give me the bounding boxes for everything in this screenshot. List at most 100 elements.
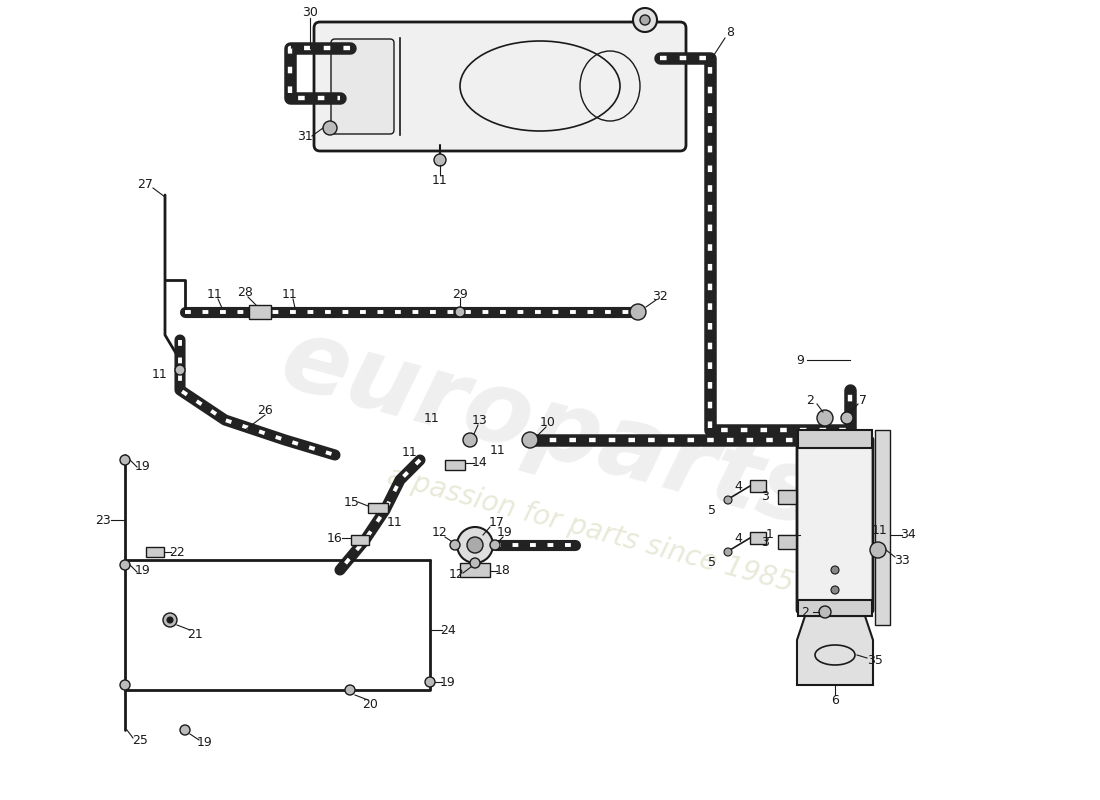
- Circle shape: [434, 154, 446, 166]
- Text: 11: 11: [282, 287, 298, 301]
- Bar: [874, 430, 890, 625]
- Polygon shape: [798, 616, 873, 685]
- Circle shape: [640, 15, 650, 25]
- Circle shape: [820, 606, 830, 618]
- Circle shape: [455, 307, 465, 317]
- Circle shape: [180, 725, 190, 735]
- Circle shape: [830, 566, 839, 574]
- Circle shape: [120, 560, 130, 570]
- Circle shape: [830, 586, 839, 594]
- Circle shape: [470, 558, 480, 568]
- Text: 9: 9: [796, 354, 804, 366]
- Text: 3: 3: [761, 490, 769, 503]
- Text: 5: 5: [708, 555, 716, 569]
- Bar: [798, 430, 872, 448]
- Text: 19: 19: [197, 735, 213, 749]
- Text: 19: 19: [135, 563, 151, 577]
- Circle shape: [632, 8, 657, 32]
- Text: 3: 3: [761, 535, 769, 549]
- Text: 23: 23: [95, 514, 111, 526]
- Text: 22: 22: [169, 546, 185, 558]
- Text: 7: 7: [859, 394, 867, 406]
- Text: 11: 11: [387, 515, 403, 529]
- Text: 12: 12: [449, 569, 465, 582]
- Circle shape: [450, 540, 460, 550]
- Text: 20: 20: [362, 698, 378, 711]
- Text: 19: 19: [440, 675, 455, 689]
- Circle shape: [870, 542, 886, 558]
- FancyBboxPatch shape: [331, 39, 394, 134]
- Text: 18: 18: [495, 565, 510, 578]
- Circle shape: [167, 617, 173, 623]
- Bar: [249, 305, 271, 319]
- Text: 31: 31: [297, 130, 312, 142]
- Bar: [446, 460, 465, 470]
- Bar: [351, 535, 369, 545]
- Bar: [798, 600, 872, 616]
- Circle shape: [463, 433, 477, 447]
- Text: 32: 32: [652, 290, 668, 303]
- Text: 26: 26: [257, 403, 273, 417]
- Text: 15: 15: [344, 495, 360, 509]
- Text: 27: 27: [138, 178, 153, 191]
- Circle shape: [630, 304, 646, 320]
- Text: 8: 8: [726, 26, 734, 39]
- Text: europarts: europarts: [271, 311, 829, 549]
- Circle shape: [490, 540, 500, 550]
- Bar: [368, 503, 388, 513]
- Bar: [460, 563, 490, 577]
- Text: 35: 35: [867, 654, 883, 666]
- Text: 30: 30: [302, 6, 318, 19]
- Text: 11: 11: [207, 287, 223, 301]
- Text: 11: 11: [491, 443, 506, 457]
- Circle shape: [468, 537, 483, 553]
- Text: 21: 21: [187, 629, 202, 642]
- FancyBboxPatch shape: [314, 22, 686, 151]
- Text: 17: 17: [490, 517, 505, 530]
- Circle shape: [817, 410, 833, 426]
- Circle shape: [345, 685, 355, 695]
- Text: 11: 11: [425, 411, 440, 425]
- Text: 24: 24: [440, 623, 455, 637]
- Text: 11: 11: [872, 523, 888, 537]
- Text: 12: 12: [432, 526, 448, 539]
- Text: 34: 34: [900, 529, 916, 542]
- Text: 16: 16: [327, 531, 343, 545]
- Text: 2: 2: [806, 394, 814, 406]
- Bar: [146, 547, 164, 557]
- Circle shape: [323, 121, 337, 135]
- Text: 1: 1: [766, 529, 774, 542]
- Circle shape: [163, 613, 177, 627]
- Text: 14: 14: [472, 457, 488, 470]
- Text: 28: 28: [238, 286, 253, 298]
- Text: 29: 29: [452, 287, 468, 301]
- Text: 19: 19: [135, 461, 151, 474]
- Text: 11: 11: [152, 369, 168, 382]
- Text: 13: 13: [472, 414, 488, 426]
- Text: 10: 10: [540, 415, 556, 429]
- Circle shape: [425, 677, 435, 687]
- Text: 6: 6: [832, 694, 839, 706]
- FancyBboxPatch shape: [798, 437, 873, 613]
- Bar: [750, 480, 766, 492]
- Text: a passion for parts since 1985: a passion for parts since 1985: [384, 462, 796, 598]
- Circle shape: [724, 496, 732, 504]
- Circle shape: [522, 432, 538, 448]
- Circle shape: [175, 365, 185, 375]
- Bar: [750, 532, 766, 544]
- Text: 33: 33: [894, 554, 910, 566]
- Text: 19: 19: [497, 526, 513, 539]
- Circle shape: [842, 412, 852, 424]
- Circle shape: [120, 455, 130, 465]
- Text: 25: 25: [132, 734, 147, 746]
- Bar: [778, 535, 796, 549]
- Text: 4: 4: [734, 531, 741, 545]
- Text: 11: 11: [432, 174, 448, 186]
- Text: 2: 2: [801, 606, 808, 618]
- Bar: [778, 490, 796, 504]
- Circle shape: [724, 548, 732, 556]
- Circle shape: [120, 680, 130, 690]
- Text: 5: 5: [708, 503, 716, 517]
- Text: 4: 4: [734, 479, 741, 493]
- Circle shape: [456, 527, 493, 563]
